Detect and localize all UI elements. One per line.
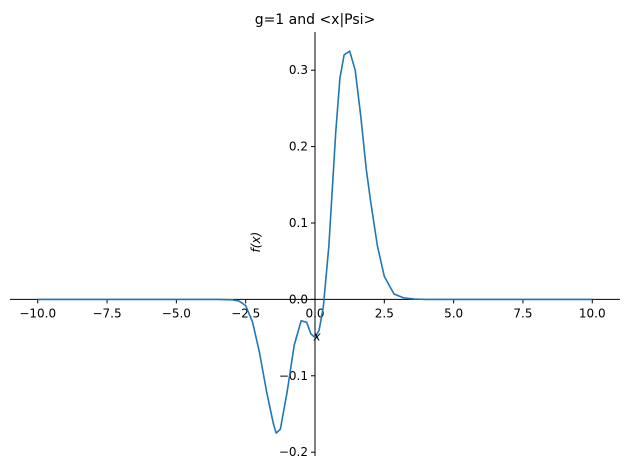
y-tick-label: 0.3 (289, 63, 308, 77)
x-tick-label: 2.5 (375, 306, 394, 320)
y-tick-label: 0.1 (289, 216, 308, 230)
x-tick-label: −10.0 (19, 306, 56, 320)
y-tick-label: −0.2 (279, 445, 308, 459)
x-tick-label: 7.5 (513, 306, 532, 320)
x-tick-label: 0.0 (305, 306, 324, 320)
x-tick-label: 5.0 (444, 306, 463, 320)
y-tick-label: 0.0 (289, 292, 308, 306)
x-tick-label: −7.5 (92, 306, 121, 320)
series-line (37, 50, 593, 434)
y-tick-label: 0.2 (289, 140, 308, 154)
x-tick-label: 10.0 (579, 306, 606, 320)
x-tick-label: −5.0 (162, 306, 191, 320)
chart-title: g=1 and <x|Psi> (255, 12, 376, 28)
x-axis-label: x (312, 329, 321, 343)
x-tick-label: −2.5 (231, 306, 260, 320)
y-tick-label: −0.1 (279, 369, 308, 383)
y-axis-label: f(x) (249, 232, 263, 253)
x-ticks: −10.0 −7.5 −5.0 −2.5 0.0 2.5 5.0 7.5 10.0 (19, 299, 606, 320)
y-ticks: −0.2 −0.1 0.0 0.1 0.2 0.3 (279, 63, 315, 459)
